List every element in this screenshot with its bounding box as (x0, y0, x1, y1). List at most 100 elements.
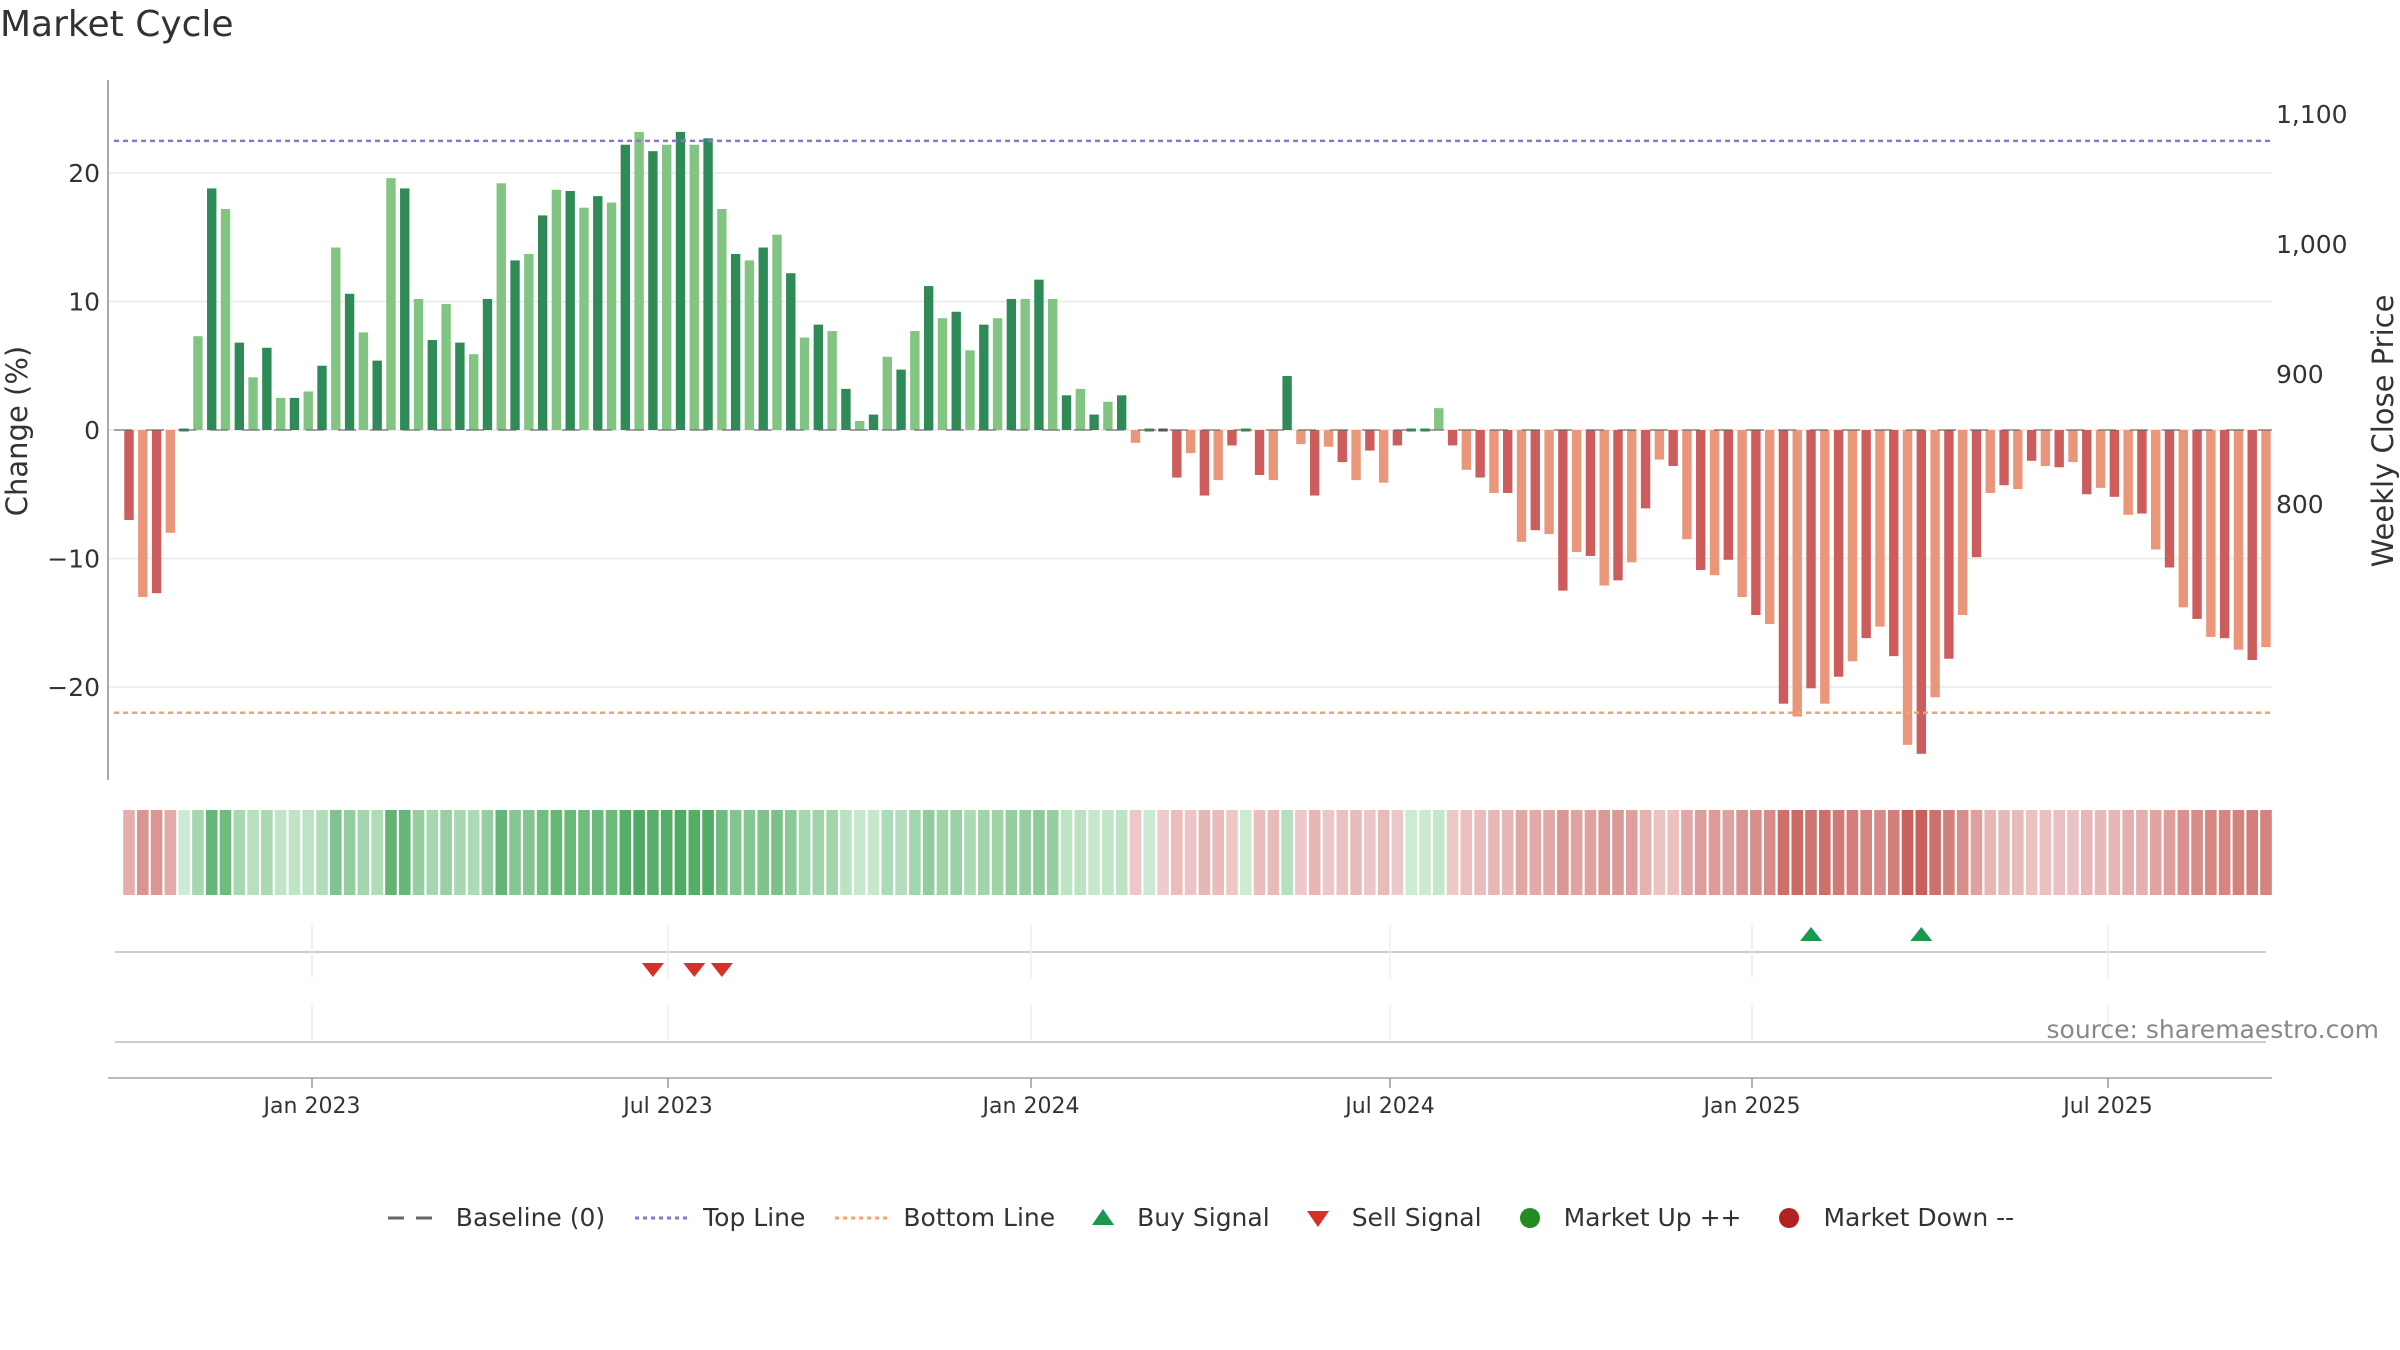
y-left-tick-label: 0 (84, 416, 100, 445)
heatmap-cell (2149, 810, 2162, 895)
heatmap-cell (1364, 810, 1376, 895)
heatmap-cell (1639, 810, 1652, 895)
bar (2026, 430, 2037, 461)
heatmap-cell (853, 810, 866, 895)
heatmap-cell (812, 810, 825, 895)
sell-triangle-icon (1306, 1210, 1329, 1227)
heatmap-cell (2012, 810, 2024, 895)
bar (2164, 430, 2175, 568)
heatmap-cell (1019, 810, 1031, 895)
bar (2192, 430, 2202, 619)
heatmap-cell (840, 810, 852, 895)
heatmap-cell (2039, 810, 2052, 895)
bar (882, 356, 892, 430)
heatmap-cell (1143, 810, 1156, 895)
bar (1889, 430, 1899, 657)
bar (1544, 430, 1554, 535)
bar (1185, 430, 1196, 454)
heatmap-cell (1943, 810, 1955, 895)
bar (1378, 430, 1389, 483)
heatmap-cell (757, 810, 769, 895)
heatmap-cell (1322, 810, 1335, 895)
bar (565, 190, 575, 430)
heatmap-cell (1184, 810, 1197, 895)
bottom-line-swatch-icon (835, 1216, 888, 1219)
bar (455, 342, 465, 430)
heatmap-cell (1074, 810, 1087, 895)
heatmap-cell (1212, 810, 1224, 895)
heatmap-cell (1377, 810, 1390, 895)
y-left-tick-label: −10 (47, 545, 100, 574)
heatmap-cell (481, 810, 494, 895)
bar (1020, 298, 1030, 430)
heatmap-cell (1005, 810, 1018, 895)
bar (2109, 430, 2120, 497)
bar (1103, 401, 1113, 430)
y-left-tick-label: 10 (68, 288, 100, 317)
heatmap-cell (2260, 810, 2272, 895)
bar (951, 311, 961, 430)
heatmap-cell (1832, 810, 1845, 895)
bar (979, 324, 989, 430)
buy-signal-marker (1800, 927, 1823, 941)
bar (220, 208, 231, 430)
heatmap-cell (1970, 810, 1983, 895)
bar (1475, 430, 1485, 478)
heatmap-cell (564, 810, 576, 895)
legend-label: Buy Signal (1137, 1203, 1270, 1232)
heatmap-cell (1350, 810, 1362, 895)
heatmap-cell (1253, 810, 1266, 895)
legend-label: Sell Signal (1351, 1203, 1482, 1232)
heatmap-cell (412, 810, 425, 895)
heatmap-cell (1226, 810, 1238, 895)
bar (1530, 430, 1540, 531)
heatmap-cell (1612, 810, 1624, 895)
heatmap-strip (123, 810, 2272, 895)
bar (138, 430, 148, 598)
bar (2151, 430, 2161, 550)
bar (2137, 430, 2147, 514)
bar (1516, 430, 1527, 542)
bar (896, 369, 906, 430)
heatmap-cell (881, 810, 894, 895)
bar (275, 397, 286, 430)
heatmap-cell (1529, 810, 1542, 895)
source-label: source: sharemaestro.com (2046, 1015, 2380, 1044)
heatmap-cell (950, 810, 963, 895)
legend-sell-signal: Sell Signal (1298, 1203, 1482, 1232)
heatmap-cell (2205, 810, 2217, 895)
bar (1875, 430, 1885, 627)
heatmap-cell (964, 810, 976, 895)
heatmap-cell (1722, 810, 1735, 895)
bar (1489, 430, 1499, 493)
heatmap-cell (426, 810, 439, 895)
heatmap-cell (674, 810, 687, 895)
bar (1365, 430, 1375, 451)
bar (551, 189, 562, 430)
legend-market-up: Market Up ++ (1510, 1203, 1741, 1232)
heatmap-cell (660, 810, 673, 895)
bar (648, 151, 658, 430)
baseline-swatch-icon (387, 1216, 440, 1219)
heatmap-cell (302, 810, 315, 895)
heatmap-cell (261, 810, 273, 895)
legend-buy-signal: Buy Signal (1083, 1203, 1270, 1232)
bar (331, 247, 341, 430)
heatmap-cell (2094, 810, 2107, 895)
x-tick-label: Jul 2024 (1343, 1094, 1435, 1119)
bar (234, 342, 244, 430)
bar (730, 253, 741, 430)
heatmap-cell (1763, 810, 1776, 895)
bar (703, 138, 713, 430)
heatmap-cell (523, 810, 535, 895)
bar (1323, 430, 1334, 447)
bar (1268, 430, 1279, 481)
heatmap-cell (1419, 810, 1431, 895)
heatmap-cell (1336, 810, 1349, 895)
legend-label: Market Down -- (1823, 1203, 2015, 1232)
bar (2040, 430, 2051, 466)
heatmap-cell (991, 810, 1004, 895)
bar (1806, 430, 1816, 689)
bar (1985, 430, 1995, 493)
bar (289, 397, 300, 430)
